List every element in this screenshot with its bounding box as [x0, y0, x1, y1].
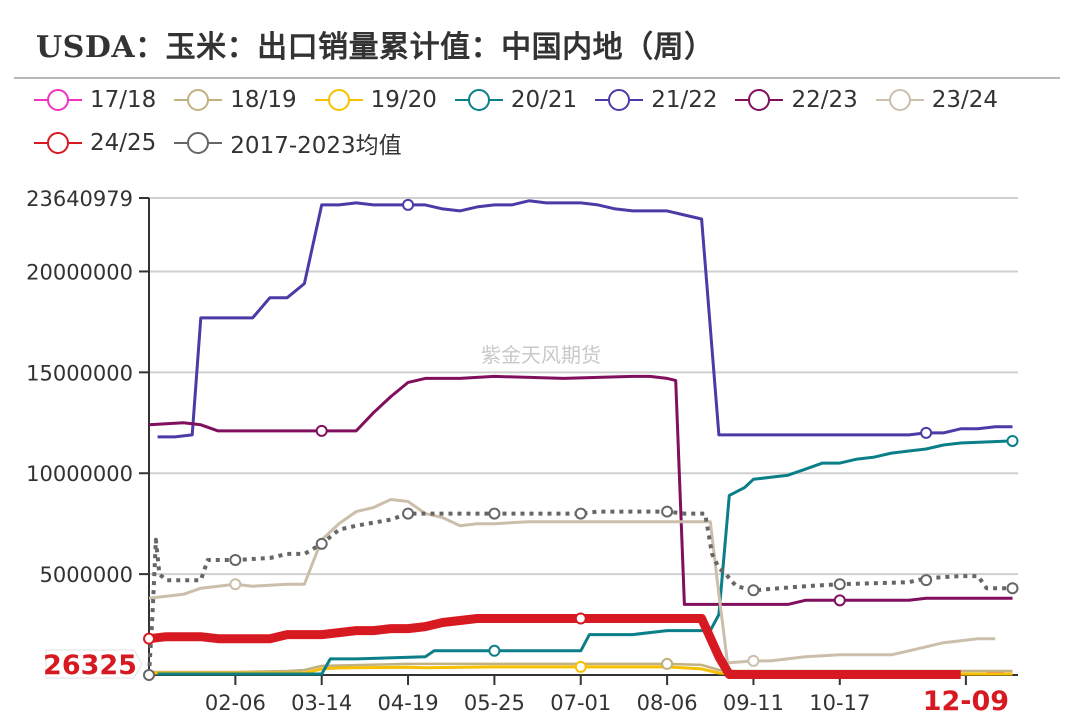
x-tick-label: 07-01 [550, 691, 611, 715]
grid-lines [149, 197, 1018, 576]
data-point-marker[interactable] [574, 612, 587, 625]
series-line-19-20[interactable] [149, 665, 1013, 676]
legend-line-circle-icon [34, 89, 82, 111]
chart-legend: 17/18 18/19 19/20 20/21 21/22 22/23 23/2… [34, 84, 1074, 170]
y-tick-label: 10000000 [26, 462, 133, 486]
series-lines [147, 199, 1013, 679]
legend-label: 2017-2023均值 [230, 133, 402, 159]
legend-label: 23/24 [931, 87, 999, 113]
legend-item-23-24[interactable]: 23/24 [875, 87, 999, 113]
data-point-marker[interactable] [402, 507, 415, 520]
data-point-marker[interactable] [920, 574, 933, 587]
legend-line-circle-icon [875, 89, 924, 111]
x-tick-label: 03-14 [291, 691, 352, 715]
legend-line-circle-icon [174, 132, 223, 154]
legend-label: 17/18 [90, 87, 157, 113]
legend-label: 24/25 [90, 130, 157, 156]
x-tick-label: 05-25 [464, 691, 525, 715]
data-point-marker[interactable] [833, 594, 846, 607]
data-point-marker[interactable] [315, 537, 328, 550]
x-tick-label: 04-19 [378, 691, 439, 715]
y-tick-label: 15000000 [26, 361, 133, 385]
legend-item-18-19[interactable]: 18/19 [174, 87, 297, 113]
legend-label: 18/19 [230, 87, 297, 113]
legend-label: 21/22 [651, 87, 718, 113]
data-point-marker[interactable] [574, 507, 587, 520]
legend-item-21-22[interactable]: 21/22 [595, 87, 717, 113]
data-point-marker[interactable] [833, 578, 846, 591]
data-point-marker[interactable] [143, 669, 155, 681]
data-point-marker[interactable] [574, 660, 587, 673]
legend-item-2017-2023-avg[interactable]: 2017-2023均值 [174, 126, 402, 160]
x-axis: 02-06 03-14 04-19 05-25 07-01 08-06 09-11 10-17… [149, 674, 1018, 717]
legend-row-2: 24/25 2017-2023均值 [34, 127, 1074, 159]
data-point-marker[interactable] [661, 505, 674, 518]
y-tick-label: 20000000 [26, 260, 133, 284]
legend-line-circle-icon [34, 132, 82, 154]
watermark: 紫金天风期货 [481, 343, 601, 367]
data-point-marker[interactable] [229, 578, 242, 591]
page-title: USDA：玉米：出口销量累计值：中国内地（周） [36, 30, 715, 65]
legend-item-19-20[interactable]: 19/20 [314, 87, 437, 113]
legend-item-24-25[interactable]: 24/25 [34, 130, 156, 156]
legend-line-circle-icon [174, 89, 223, 111]
data-point-marker[interactable] [143, 632, 155, 645]
data-point-marker[interactable] [315, 424, 328, 437]
data-point-marker[interactable] [1006, 434, 1019, 447]
y-value-badge-text: 26325 [43, 650, 137, 681]
data-point-marker[interactable] [747, 654, 760, 667]
legend-item-17-18[interactable]: 17/18 [34, 87, 156, 113]
x-tick-label: 12-09 [923, 686, 1009, 717]
data-point-marker[interactable] [661, 657, 674, 670]
series-line-22-23[interactable] [148, 374, 1013, 606]
y-value-badge: 26325 [43, 649, 143, 681]
legend-label: 20/21 [510, 87, 578, 113]
legend-row-1: 17/18 18/19 19/20 20/21 21/22 22/23 23/2… [34, 84, 1074, 116]
data-point-marker[interactable] [1006, 582, 1019, 595]
x-tick-label: 02-06 [205, 691, 266, 715]
data-point-marker[interactable] [920, 426, 933, 439]
legend-item-22-23[interactable]: 22/23 [735, 87, 858, 113]
x-tick-label: 10-17 [809, 691, 870, 715]
legend-line-circle-icon [314, 89, 363, 111]
series-line-23-24[interactable] [148, 498, 996, 665]
series-line-21-22[interactable] [157, 199, 1013, 439]
data-point-marker[interactable] [747, 584, 760, 597]
y-tick-label: 5000000 [39, 563, 133, 587]
data-point-marker[interactable] [488, 644, 501, 657]
x-tick-label: 08-06 [637, 691, 698, 715]
data-point-marker[interactable] [402, 198, 415, 211]
legend-label: 22/23 [791, 87, 858, 113]
legend-line-circle-icon [454, 89, 503, 111]
data-point-marker[interactable] [488, 507, 501, 520]
legend-label: 19/20 [370, 87, 437, 113]
x-tick-label: 09-11 [723, 691, 784, 715]
series-line-18-19[interactable] [149, 662, 1013, 674]
title-divider [14, 77, 1060, 79]
data-point-marker[interactable] [229, 553, 242, 566]
legend-item-20-21[interactable]: 20/21 [454, 87, 578, 113]
legend-line-circle-icon [595, 89, 644, 111]
series-markers [143, 198, 1019, 681]
series-line-24-25[interactable] [148, 614, 961, 679]
y-axis: 23640979 20000000 15000000 10000000 5000000 [26, 187, 150, 675]
legend-line-circle-icon [735, 89, 784, 111]
y-tick-label: 23640979 [26, 187, 133, 211]
series-line-20-21[interactable] [157, 439, 1013, 676]
